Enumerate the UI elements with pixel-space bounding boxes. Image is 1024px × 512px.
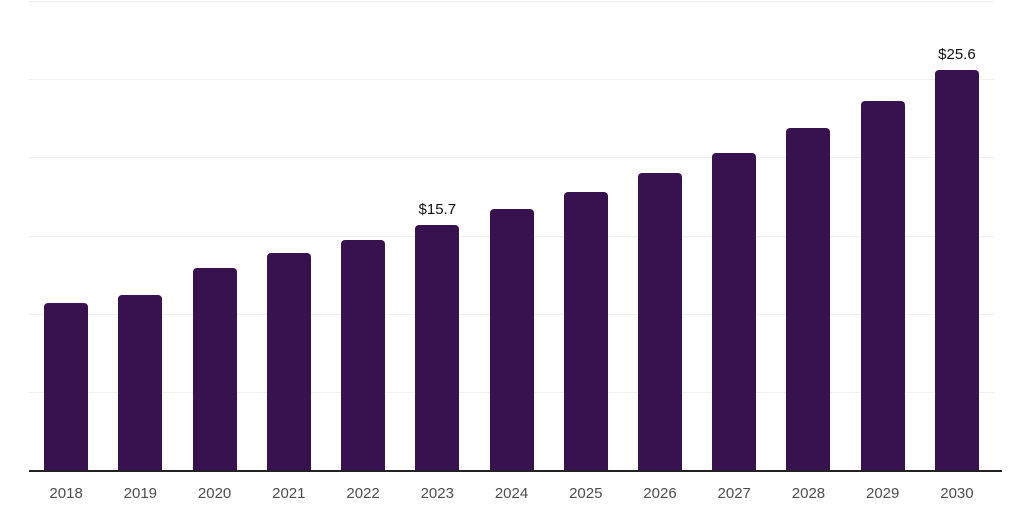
x-tick-label-2018: 2018	[49, 485, 83, 502]
x-tick-label-2021: 2021	[272, 485, 306, 502]
bar-band-2030: $25.6	[920, 1, 994, 470]
gridline-20	[29, 157, 994, 159]
x-tick-label-2019: 2019	[123, 485, 158, 502]
bar-band-2020	[177, 1, 251, 470]
gridline-30	[29, 1, 994, 2]
bar-2024	[489, 208, 534, 470]
bar-2019	[118, 294, 163, 470]
bar-value-label-2030: $25.6	[938, 45, 976, 63]
bars-container: $15.7 $25.6	[29, 1, 994, 470]
gridline-25	[29, 79, 994, 81]
bar-2021	[266, 252, 311, 470]
bar-band-2018	[29, 1, 103, 470]
bar-2030	[934, 69, 979, 470]
x-tick-label-2020: 2020	[197, 485, 232, 502]
bar-2026	[637, 172, 682, 470]
bar-band-2027	[697, 1, 771, 470]
x-tick-label-2029: 2029	[866, 485, 900, 502]
bar-band-2021	[252, 1, 326, 470]
bar-2023	[415, 224, 460, 470]
bar-2028	[786, 127, 831, 470]
x-tick-label-2030: 2030	[940, 485, 974, 502]
x-tick-label-2024: 2024	[494, 485, 529, 502]
bar-2025	[563, 191, 608, 470]
bar-band-2026	[623, 1, 697, 470]
bar-2020	[192, 268, 237, 470]
bar-band-2029	[846, 1, 920, 470]
x-tick-label-2023: 2023	[420, 485, 454, 502]
x-axis-labels: 2018 2019 2020 2021 2022 2023 2024 2025 2026 2027…	[29, 485, 994, 505]
bar-2029	[860, 101, 905, 470]
x-tick-label-2022: 2022	[346, 485, 380, 502]
bar-2022	[341, 240, 386, 470]
bar-2027	[712, 152, 757, 470]
x-tick-label-2027: 2027	[717, 485, 751, 502]
bar-value-label-2023: $15.7	[418, 200, 457, 218]
bar-band-2019	[103, 1, 177, 470]
x-tick-label-2025: 2025	[569, 485, 603, 502]
bar-band-2023: $15.7	[400, 1, 474, 470]
bar-band-2028	[771, 1, 845, 470]
bar-band-2024	[474, 1, 548, 470]
bar-2018	[44, 302, 89, 470]
x-tick-label-2026: 2026	[643, 485, 677, 502]
bar-band-2025	[549, 1, 623, 470]
bar-band-2022	[326, 1, 400, 470]
x-tick-label-2028: 2028	[791, 485, 826, 502]
x-axis-line	[29, 470, 1002, 472]
